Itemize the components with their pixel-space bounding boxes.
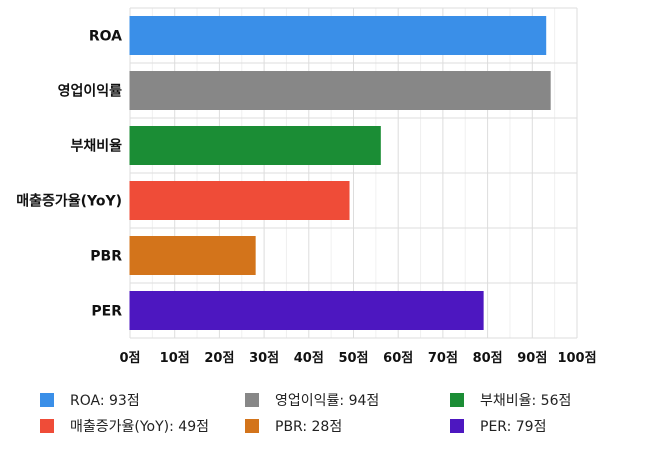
legend-label-1: 영업이익률: 94점 [275, 393, 380, 409]
x-tick-label-4: 40점 [294, 351, 324, 366]
legend-item-3: 매출증가율(YoY): 49점 [40, 416, 209, 436]
legend-swatch-5 [450, 419, 464, 433]
x-tick-label-6: 60점 [383, 351, 413, 366]
x-tick-label-10: 100점 [557, 351, 596, 366]
category-label-0: ROA [89, 29, 122, 45]
legend-item-5: PER: 79점 [450, 416, 546, 436]
x-tick-label-9: 90점 [517, 351, 547, 366]
x-tick-label-5: 50점 [338, 351, 368, 366]
legend-item-1: 영업이익률: 94점 [245, 390, 379, 410]
x-tick-label-8: 80점 [473, 351, 503, 366]
legend-item-0: ROA: 93점 [40, 390, 140, 410]
chart-grid [129, 7, 578, 339]
x-tick-label-3: 30점 [249, 351, 279, 366]
legend-swatch-3 [40, 419, 54, 433]
category-label-1: 영업이익률 [58, 83, 123, 100]
x-tick-label-0: 0점 [119, 351, 140, 366]
legend-item-2: 부채비율: 56점 [450, 390, 571, 410]
legend-label-3: 매출증가율(YoY): 49점 [70, 419, 209, 435]
category-label-3: 매출증가율(YoY) [16, 193, 122, 210]
legend-swatch-1 [245, 393, 259, 407]
legend-label-5: PER: 79점 [480, 419, 547, 435]
category-label-2: 부채비율 [70, 138, 122, 155]
legend-label-4: PBR: 28점 [275, 419, 343, 435]
legend-swatch-4 [245, 419, 259, 433]
legend-label-0: ROA: 93점 [70, 393, 140, 409]
bar-2 [129, 126, 381, 165]
bar-4 [129, 236, 256, 275]
category-label-4: PBR [90, 249, 122, 265]
legend-swatch-0 [40, 393, 54, 407]
x-tick-labels: 0점 10점 20점 30점 40점 50점 60점 70점 80점 90점 100점 [119, 351, 596, 366]
x-tick-label-7: 70점 [428, 351, 458, 366]
bar-5 [129, 291, 484, 330]
bar-0 [129, 16, 547, 55]
x-tick-label-2: 20점 [204, 351, 234, 366]
legend-label-2: 부채비율: 56점 [480, 393, 572, 409]
category-label-5: PER [91, 304, 122, 320]
bar-3 [129, 181, 350, 220]
legend-swatch-2 [450, 393, 464, 407]
x-tick-label-1: 10점 [160, 351, 190, 366]
legend-item-4: PBR: 28점 [245, 416, 342, 436]
bar-1 [129, 71, 551, 110]
chart-bars [129, 16, 551, 330]
